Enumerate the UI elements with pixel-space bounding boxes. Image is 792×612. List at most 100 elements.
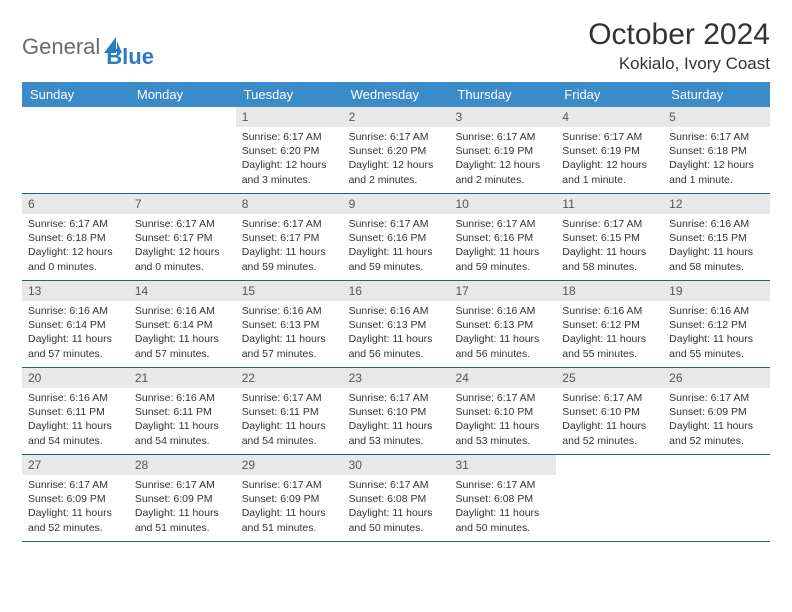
day-info: Sunrise: 6:17 AMSunset: 6:10 PMDaylight:… bbox=[343, 388, 450, 451]
day-cell: 21Sunrise: 6:16 AMSunset: 6:11 PMDayligh… bbox=[129, 368, 236, 454]
sunset-line: Sunset: 6:16 PM bbox=[349, 231, 444, 245]
day-number: 2 bbox=[343, 107, 450, 127]
sunrise-line: Sunrise: 6:17 AM bbox=[349, 217, 444, 231]
sunrise-line: Sunrise: 6:16 AM bbox=[562, 304, 657, 318]
month-title: October 2024 bbox=[588, 18, 770, 52]
day-number: 11 bbox=[556, 194, 663, 214]
sunrise-line: Sunrise: 6:16 AM bbox=[669, 217, 764, 231]
sunset-line: Sunset: 6:20 PM bbox=[349, 144, 444, 158]
day-cell: 31Sunrise: 6:17 AMSunset: 6:08 PMDayligh… bbox=[449, 455, 556, 541]
day-number: 19 bbox=[663, 281, 770, 301]
day-info: Sunrise: 6:16 AMSunset: 6:11 PMDaylight:… bbox=[22, 388, 129, 451]
sunset-line: Sunset: 6:14 PM bbox=[28, 318, 123, 332]
daylight-line: Daylight: 11 hours and 59 minutes. bbox=[242, 245, 337, 273]
week-row: 27Sunrise: 6:17 AMSunset: 6:09 PMDayligh… bbox=[22, 455, 770, 542]
sunrise-line: Sunrise: 6:17 AM bbox=[562, 130, 657, 144]
day-number: 7 bbox=[129, 194, 236, 214]
sunrise-line: Sunrise: 6:16 AM bbox=[455, 304, 550, 318]
daylight-line: Daylight: 11 hours and 55 minutes. bbox=[562, 332, 657, 360]
day-info: Sunrise: 6:17 AMSunset: 6:08 PMDaylight:… bbox=[343, 475, 450, 538]
daylight-line: Daylight: 11 hours and 59 minutes. bbox=[455, 245, 550, 273]
sunset-line: Sunset: 6:10 PM bbox=[349, 405, 444, 419]
day-info: Sunrise: 6:17 AMSunset: 6:18 PMDaylight:… bbox=[663, 127, 770, 190]
daylight-line: Daylight: 11 hours and 56 minutes. bbox=[455, 332, 550, 360]
day-number: 26 bbox=[663, 368, 770, 388]
sunrise-line: Sunrise: 6:17 AM bbox=[349, 130, 444, 144]
day-info: Sunrise: 6:16 AMSunset: 6:13 PMDaylight:… bbox=[236, 301, 343, 364]
daylight-line: Daylight: 11 hours and 58 minutes. bbox=[562, 245, 657, 273]
day-cell: 29Sunrise: 6:17 AMSunset: 6:09 PMDayligh… bbox=[236, 455, 343, 541]
sunrise-line: Sunrise: 6:16 AM bbox=[242, 304, 337, 318]
day-info: Sunrise: 6:17 AMSunset: 6:19 PMDaylight:… bbox=[556, 127, 663, 190]
day-number: 20 bbox=[22, 368, 129, 388]
day-number: 28 bbox=[129, 455, 236, 475]
sunset-line: Sunset: 6:09 PM bbox=[242, 492, 337, 506]
weekday-label: Monday bbox=[129, 82, 236, 107]
day-cell: 10Sunrise: 6:17 AMSunset: 6:16 PMDayligh… bbox=[449, 194, 556, 280]
day-cell: 30Sunrise: 6:17 AMSunset: 6:08 PMDayligh… bbox=[343, 455, 450, 541]
day-cell: 19Sunrise: 6:16 AMSunset: 6:12 PMDayligh… bbox=[663, 281, 770, 367]
sunrise-line: Sunrise: 6:16 AM bbox=[28, 391, 123, 405]
day-number: 4 bbox=[556, 107, 663, 127]
day-cell: 25Sunrise: 6:17 AMSunset: 6:10 PMDayligh… bbox=[556, 368, 663, 454]
sunset-line: Sunset: 6:19 PM bbox=[455, 144, 550, 158]
weekday-label: Saturday bbox=[663, 82, 770, 107]
day-info: Sunrise: 6:16 AMSunset: 6:14 PMDaylight:… bbox=[22, 301, 129, 364]
day-number: 5 bbox=[663, 107, 770, 127]
week-row: 1Sunrise: 6:17 AMSunset: 6:20 PMDaylight… bbox=[22, 107, 770, 194]
calendar: SundayMondayTuesdayWednesdayThursdayFrid… bbox=[22, 82, 770, 542]
day-number: 29 bbox=[236, 455, 343, 475]
day-cell: 4Sunrise: 6:17 AMSunset: 6:19 PMDaylight… bbox=[556, 107, 663, 193]
sunrise-line: Sunrise: 6:17 AM bbox=[455, 217, 550, 231]
sunset-line: Sunset: 6:09 PM bbox=[669, 405, 764, 419]
day-cell: 16Sunrise: 6:16 AMSunset: 6:13 PMDayligh… bbox=[343, 281, 450, 367]
daylight-line: Daylight: 11 hours and 54 minutes. bbox=[28, 419, 123, 447]
sunset-line: Sunset: 6:15 PM bbox=[669, 231, 764, 245]
sunset-line: Sunset: 6:12 PM bbox=[562, 318, 657, 332]
sunrise-line: Sunrise: 6:17 AM bbox=[135, 217, 230, 231]
day-cell: 7Sunrise: 6:17 AMSunset: 6:17 PMDaylight… bbox=[129, 194, 236, 280]
sunset-line: Sunset: 6:20 PM bbox=[242, 144, 337, 158]
sunset-line: Sunset: 6:11 PM bbox=[242, 405, 337, 419]
day-info: Sunrise: 6:16 AMSunset: 6:14 PMDaylight:… bbox=[129, 301, 236, 364]
day-number: 8 bbox=[236, 194, 343, 214]
day-info: Sunrise: 6:17 AMSunset: 6:09 PMDaylight:… bbox=[236, 475, 343, 538]
sunrise-line: Sunrise: 6:17 AM bbox=[242, 130, 337, 144]
sunset-line: Sunset: 6:19 PM bbox=[562, 144, 657, 158]
weekday-header: SundayMondayTuesdayWednesdayThursdayFrid… bbox=[22, 82, 770, 107]
day-cell: 15Sunrise: 6:16 AMSunset: 6:13 PMDayligh… bbox=[236, 281, 343, 367]
daylight-line: Daylight: 11 hours and 52 minutes. bbox=[562, 419, 657, 447]
day-number: 22 bbox=[236, 368, 343, 388]
day-info: Sunrise: 6:16 AMSunset: 6:12 PMDaylight:… bbox=[663, 301, 770, 364]
daylight-line: Daylight: 12 hours and 2 minutes. bbox=[349, 158, 444, 186]
sunrise-line: Sunrise: 6:17 AM bbox=[28, 217, 123, 231]
day-cell: 9Sunrise: 6:17 AMSunset: 6:16 PMDaylight… bbox=[343, 194, 450, 280]
daylight-line: Daylight: 11 hours and 52 minutes. bbox=[28, 506, 123, 534]
daylight-line: Daylight: 11 hours and 59 minutes. bbox=[349, 245, 444, 273]
daylight-line: Daylight: 11 hours and 54 minutes. bbox=[135, 419, 230, 447]
daylight-line: Daylight: 11 hours and 52 minutes. bbox=[669, 419, 764, 447]
day-cell bbox=[22, 107, 129, 193]
day-cell: 11Sunrise: 6:17 AMSunset: 6:15 PMDayligh… bbox=[556, 194, 663, 280]
daylight-line: Daylight: 11 hours and 51 minutes. bbox=[242, 506, 337, 534]
daylight-line: Daylight: 11 hours and 56 minutes. bbox=[349, 332, 444, 360]
week-row: 13Sunrise: 6:16 AMSunset: 6:14 PMDayligh… bbox=[22, 281, 770, 368]
day-info: Sunrise: 6:17 AMSunset: 6:20 PMDaylight:… bbox=[343, 127, 450, 190]
sunrise-line: Sunrise: 6:17 AM bbox=[242, 217, 337, 231]
sunset-line: Sunset: 6:13 PM bbox=[455, 318, 550, 332]
daylight-line: Daylight: 11 hours and 53 minutes. bbox=[349, 419, 444, 447]
day-cell: 13Sunrise: 6:16 AMSunset: 6:14 PMDayligh… bbox=[22, 281, 129, 367]
day-cell: 26Sunrise: 6:17 AMSunset: 6:09 PMDayligh… bbox=[663, 368, 770, 454]
sunset-line: Sunset: 6:18 PM bbox=[28, 231, 123, 245]
sunrise-line: Sunrise: 6:17 AM bbox=[562, 217, 657, 231]
daylight-line: Daylight: 11 hours and 50 minutes. bbox=[349, 506, 444, 534]
sunrise-line: Sunrise: 6:17 AM bbox=[669, 130, 764, 144]
day-cell: 27Sunrise: 6:17 AMSunset: 6:09 PMDayligh… bbox=[22, 455, 129, 541]
day-cell: 6Sunrise: 6:17 AMSunset: 6:18 PMDaylight… bbox=[22, 194, 129, 280]
location: Kokialo, Ivory Coast bbox=[588, 54, 770, 74]
day-cell: 1Sunrise: 6:17 AMSunset: 6:20 PMDaylight… bbox=[236, 107, 343, 193]
daylight-line: Daylight: 11 hours and 55 minutes. bbox=[669, 332, 764, 360]
sunrise-line: Sunrise: 6:17 AM bbox=[562, 391, 657, 405]
weekday-label: Friday bbox=[556, 82, 663, 107]
weekday-label: Thursday bbox=[449, 82, 556, 107]
